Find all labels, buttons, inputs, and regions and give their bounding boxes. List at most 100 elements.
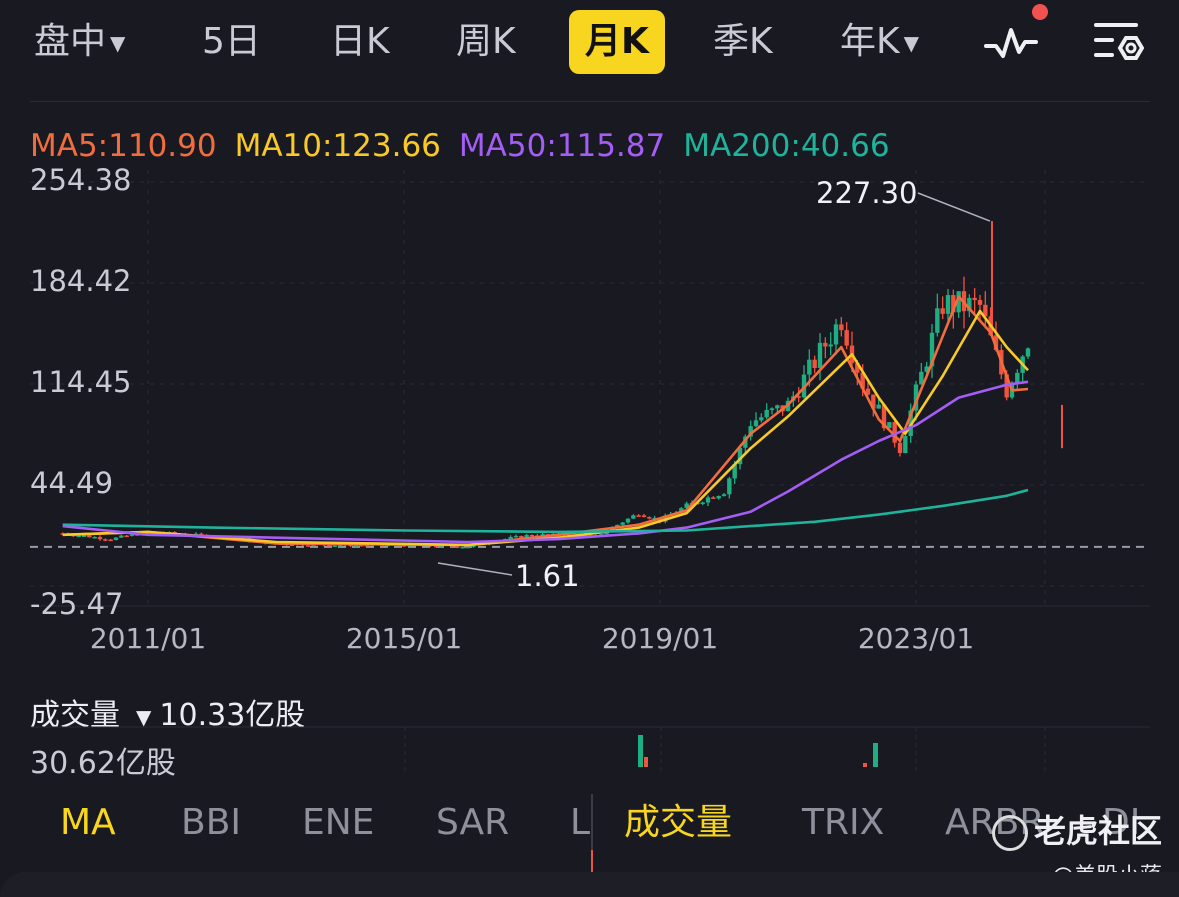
candle-body — [700, 502, 705, 504]
high-annotation-leader — [917, 192, 991, 222]
candle-body — [129, 534, 135, 536]
candle-body — [817, 342, 823, 368]
candle-body — [641, 515, 647, 518]
candle-body — [401, 545, 407, 547]
candle-body — [353, 544, 359, 547]
volume-bar — [644, 757, 648, 767]
candle-body — [865, 388, 871, 395]
indicator-ene[interactable]: ENE — [302, 802, 375, 843]
y-tick-label: 184.42 — [30, 264, 131, 298]
candle-body — [433, 545, 439, 548]
candle-body — [796, 396, 801, 398]
indicator-trix[interactable]: TRIX — [802, 802, 885, 843]
candle-body — [732, 464, 737, 479]
candle-body — [97, 537, 103, 540]
ma50-label: MA50:115.87 — [458, 128, 666, 164]
settings-list-icon[interactable] — [1092, 20, 1144, 66]
ma5-label: MA5:110.90 — [30, 128, 217, 164]
candle-body — [860, 372, 865, 389]
x-tick-label: 2011/01 — [90, 622, 206, 655]
candle-body — [647, 517, 652, 519]
candle-body — [881, 404, 887, 429]
tab-monthly-k[interactable]: 月K — [569, 10, 665, 74]
indicator-ma[interactable]: MA — [60, 802, 116, 843]
watermark: 老虎社区 — [992, 806, 1162, 852]
candle-body — [711, 497, 716, 499]
candle-body — [92, 537, 97, 539]
watermark-text: 老虎社区 — [1034, 812, 1163, 850]
candle-body — [684, 503, 689, 509]
x-tick-label: 2019/01 — [602, 622, 718, 655]
candle-body — [540, 534, 545, 536]
indicator-di[interactable]: DI — [1102, 802, 1141, 843]
candle-body — [972, 297, 977, 301]
candle-body — [892, 422, 897, 443]
tab-quarterly-k[interactable]: 季K — [713, 21, 773, 62]
high-annotation-label: 227.30 — [816, 176, 917, 210]
indicator-l[interactable]: L — [570, 802, 591, 843]
candle-body — [769, 408, 775, 411]
candle-body — [636, 515, 641, 517]
candle-body — [940, 308, 945, 314]
chevron-down-icon: ▼ — [903, 31, 919, 55]
x-tick-label: 2023/01 — [858, 622, 974, 655]
candle-body — [737, 447, 743, 465]
candle-body — [871, 394, 876, 409]
candle-body — [833, 324, 839, 345]
chevron-down-icon: ▼ — [110, 31, 126, 55]
candle-body — [748, 426, 753, 437]
candle-body — [81, 535, 87, 537]
y-tick-label: -25.47 — [30, 587, 124, 621]
candle-body — [455, 546, 460, 548]
candle-body — [289, 544, 295, 547]
candle-body — [1015, 372, 1020, 384]
ma10-label: MA10:123.66 — [234, 128, 441, 164]
candle-body — [919, 371, 924, 385]
volume-spike-mark — [591, 850, 593, 876]
low-annotation-label: 1.61 — [515, 559, 580, 593]
ma10-line — [62, 309, 1029, 547]
candle-body — [124, 535, 129, 538]
volume-bar — [863, 763, 867, 767]
candle-body — [935, 308, 940, 333]
ma200-line — [62, 488, 1029, 534]
tab-daily-k[interactable]: 日K — [330, 21, 390, 62]
candle-body — [460, 546, 465, 549]
candle-body — [337, 545, 343, 547]
bottom-strip — [0, 872, 1179, 897]
candle-body — [705, 497, 711, 503]
tab-intraday[interactable]: 盘中 ▼ — [34, 10, 125, 74]
candle-body — [945, 295, 951, 314]
tab-weekly-k[interactable]: 周K — [456, 21, 516, 62]
candle-body — [839, 324, 844, 331]
pulse-line-icon[interactable] — [984, 22, 1038, 62]
notification-dot — [1032, 4, 1048, 20]
indicator-sar[interactable]: SAR — [436, 802, 510, 843]
indicator-bbi[interactable]: BBI — [181, 802, 242, 843]
tab-yearly-k[interactable]: 年K ▼ — [840, 10, 919, 74]
candle-body — [108, 539, 113, 542]
candle-body — [977, 300, 983, 305]
candle-body — [983, 304, 988, 317]
candle-body — [305, 545, 311, 547]
candle-body — [775, 405, 780, 409]
candle-body — [855, 363, 860, 373]
ma50-line — [62, 380, 1029, 544]
candle-body — [529, 534, 535, 537]
indicator-volume[interactable]: 成交量 — [624, 802, 733, 843]
low-annotation-leader — [437, 562, 513, 576]
candle-body — [807, 359, 812, 375]
candle-body — [753, 420, 759, 427]
y-tick-label: 254.38 — [30, 163, 131, 197]
candle-body — [364, 545, 369, 547]
tab-yearly-k-label: 年K — [840, 21, 900, 62]
candle-body — [60, 533, 65, 535]
tab-5day[interactable]: 5日 — [202, 21, 261, 62]
candle-body — [87, 535, 92, 538]
candle-body — [716, 496, 721, 499]
candle-body — [679, 508, 684, 513]
candle-body — [913, 384, 919, 411]
candle-body — [759, 417, 764, 421]
period-tabs: 盘中 ▼ 5日 日K 周K 月K 季K 年K ▼ — [0, 0, 1179, 86]
